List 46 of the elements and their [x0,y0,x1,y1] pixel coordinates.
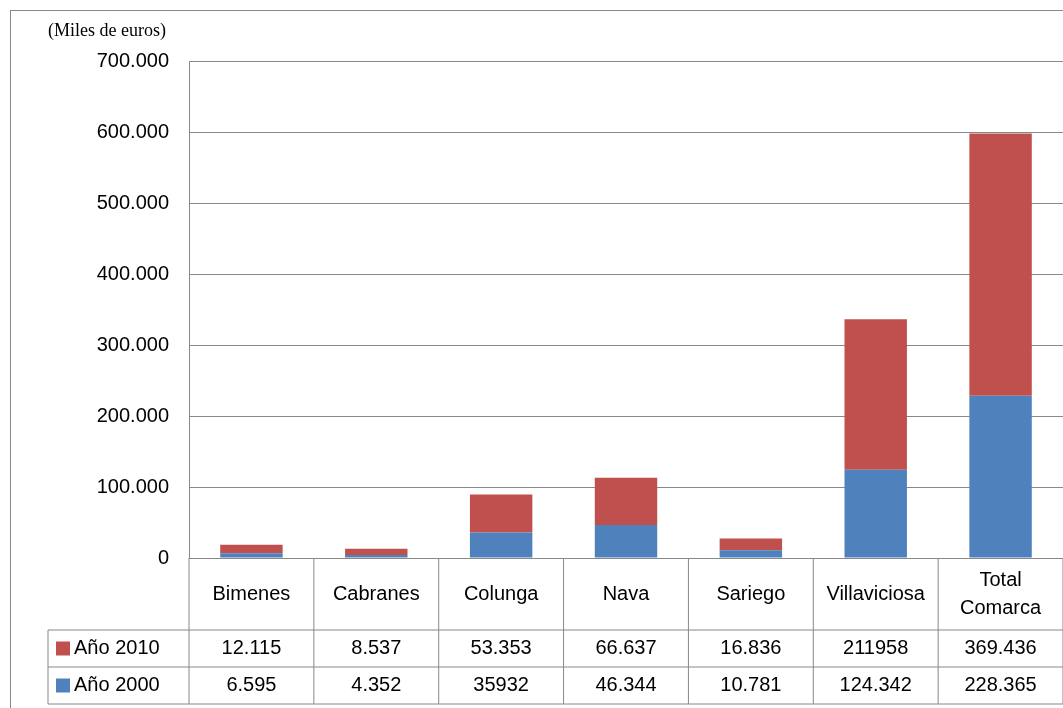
bar [969,133,1032,396]
data-label: 16.836 [720,636,782,659]
x-tick-label: Bimenes [212,581,291,604]
bar [719,538,783,551]
y-tick-label: 400.000 [96,261,169,284]
data-label: 211958 [843,636,909,659]
data-label: 66.637 [595,636,657,659]
bar [469,494,533,533]
bar [220,553,283,558]
data-label: 369.436 [964,636,1037,659]
legend-label: Año 2000 [74,673,160,696]
bar [345,554,408,558]
bar [719,550,783,558]
bar [220,544,283,554]
legend-label: Año 2010 [74,636,160,659]
data-label: 6.595 [226,673,277,696]
x-tick-label: Cabranes [332,581,420,604]
data-label: 8.537 [351,636,402,659]
y-tick-label: 600.000 [96,119,169,142]
y-tick-label: 0 [157,545,169,568]
y-tick-label: 300.000 [96,332,169,355]
x-tick-label: Total Comarca [960,567,1043,618]
y-axis-title: (Miles de euros) [48,20,166,41]
y-tick-label: 500.000 [96,190,169,213]
x-tick-label: Villaviciosa [826,581,926,604]
bar [844,319,907,470]
data-label: 4.352 [351,673,402,696]
data-label: 10.781 [720,673,782,696]
x-tick-label: Colunga [463,581,540,604]
y-tick-label: 100.000 [96,474,169,497]
bar [594,525,658,558]
bar [469,532,533,558]
data-label: 228.365 [964,673,1037,696]
data-label: 12.115 [221,636,282,659]
x-tick-label: Nava [602,581,651,604]
bar [969,395,1032,558]
bar [844,469,907,558]
data-label: 124.342 [839,673,912,696]
y-tick-label: 200.000 [96,403,169,426]
bar [594,477,658,526]
data-label: 35932 [473,673,529,696]
data-label: 46.344 [595,673,657,696]
y-tick-label: 700.000 [96,48,169,71]
data-label: 53.353 [470,636,532,659]
bar [345,548,408,555]
x-tick-label: Sariego [716,581,786,604]
